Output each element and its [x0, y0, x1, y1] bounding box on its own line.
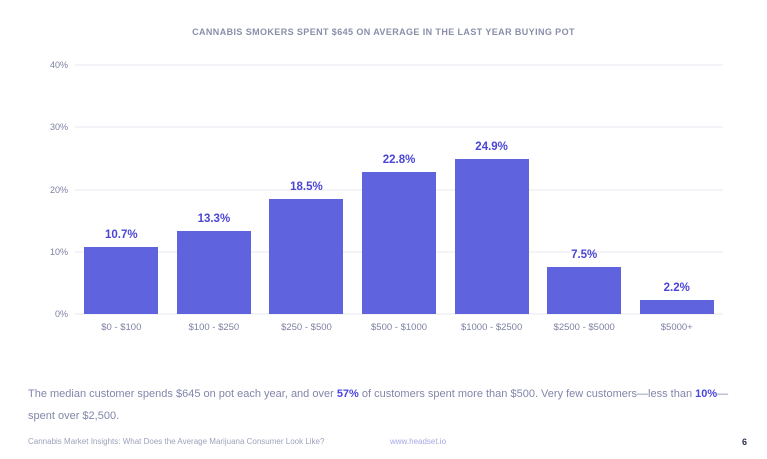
- chart-title: CANNABIS SMOKERS SPENT $645 ON AVERAGE I…: [192, 27, 575, 37]
- x-tick-label: $1000 - $2500: [460, 322, 523, 333]
- y-axis-tick-20: 20%: [49, 184, 68, 195]
- y-axis-tick-0: 0%: [54, 309, 68, 319]
- bar-group: 7.5%: [538, 65, 631, 314]
- summary-accent-10: 10%: [695, 388, 718, 400]
- bar-value-label: 13.3%: [197, 213, 231, 226]
- gridline-40: [75, 64, 723, 66]
- x-tick-label: $0 - $100: [101, 322, 142, 333]
- bar: [269, 198, 344, 314]
- x-tick-label: $5000+: [660, 322, 693, 333]
- bar-value-label: 10.7%: [104, 229, 138, 242]
- x-tick-label: $250 - $500: [281, 322, 332, 333]
- x-axis-labels: $0 - $100 $100 - $250 $250 - $500 $500 -…: [75, 322, 723, 333]
- gridline-0: [75, 313, 723, 315]
- summary-accent-57: 57%: [336, 388, 359, 400]
- bar-value-label: 7.5%: [571, 249, 598, 262]
- summary-text-2: of customers spent more than $500. Very …: [358, 388, 696, 400]
- bar: [454, 159, 529, 314]
- x-tick-label: $2500 - $5000: [553, 322, 615, 333]
- page-number: 6: [741, 437, 747, 447]
- bar: [547, 267, 622, 314]
- footer-source-text: Cannabis Market Insights: What Does the …: [28, 437, 325, 446]
- x-tick-label: $500 - $1000: [371, 322, 428, 333]
- bar-group: 10.7%: [75, 65, 168, 314]
- bar-value-label: 18.5%: [290, 180, 323, 193]
- summary-text-1: The median customer spends $645 on pot e…: [28, 388, 337, 400]
- bar-value-label: 2.2%: [663, 282, 690, 295]
- x-tick-label: $100 - $250: [188, 322, 240, 333]
- footer-website-link[interactable]: www.headset.io: [390, 437, 447, 446]
- bar-group: 2.2%: [630, 65, 723, 314]
- summary-paragraph: The median customer spends $645 on pot e…: [28, 383, 742, 427]
- bar: [362, 172, 437, 314]
- bars-row: 10.7% 13.3% 18.5% 22.8% 24.9% 7.5%: [75, 65, 723, 314]
- bar-value-label: 22.8%: [382, 154, 416, 167]
- bar-group: 22.8%: [353, 65, 446, 314]
- summary-text-3: —spent over $2,500.: [28, 388, 729, 422]
- bar-group: 24.9%: [445, 65, 538, 314]
- bar: [84, 247, 159, 314]
- y-axis-tick-10: 10%: [49, 246, 68, 257]
- bar-value-label: 24.9%: [475, 141, 508, 153]
- bar-chart-plot-area: 0% 10% 20% 30% 40% 10.7% 13.3% 18.5% 22.…: [50, 60, 723, 333]
- gridline-30: [75, 126, 723, 128]
- y-axis-tick-30: 30%: [49, 122, 68, 133]
- y-axis-tick-40: 40%: [49, 60, 68, 70]
- bar: [176, 231, 251, 314]
- bar-group: 18.5%: [260, 65, 353, 314]
- bar: [639, 300, 714, 314]
- bar-group: 13.3%: [168, 65, 261, 314]
